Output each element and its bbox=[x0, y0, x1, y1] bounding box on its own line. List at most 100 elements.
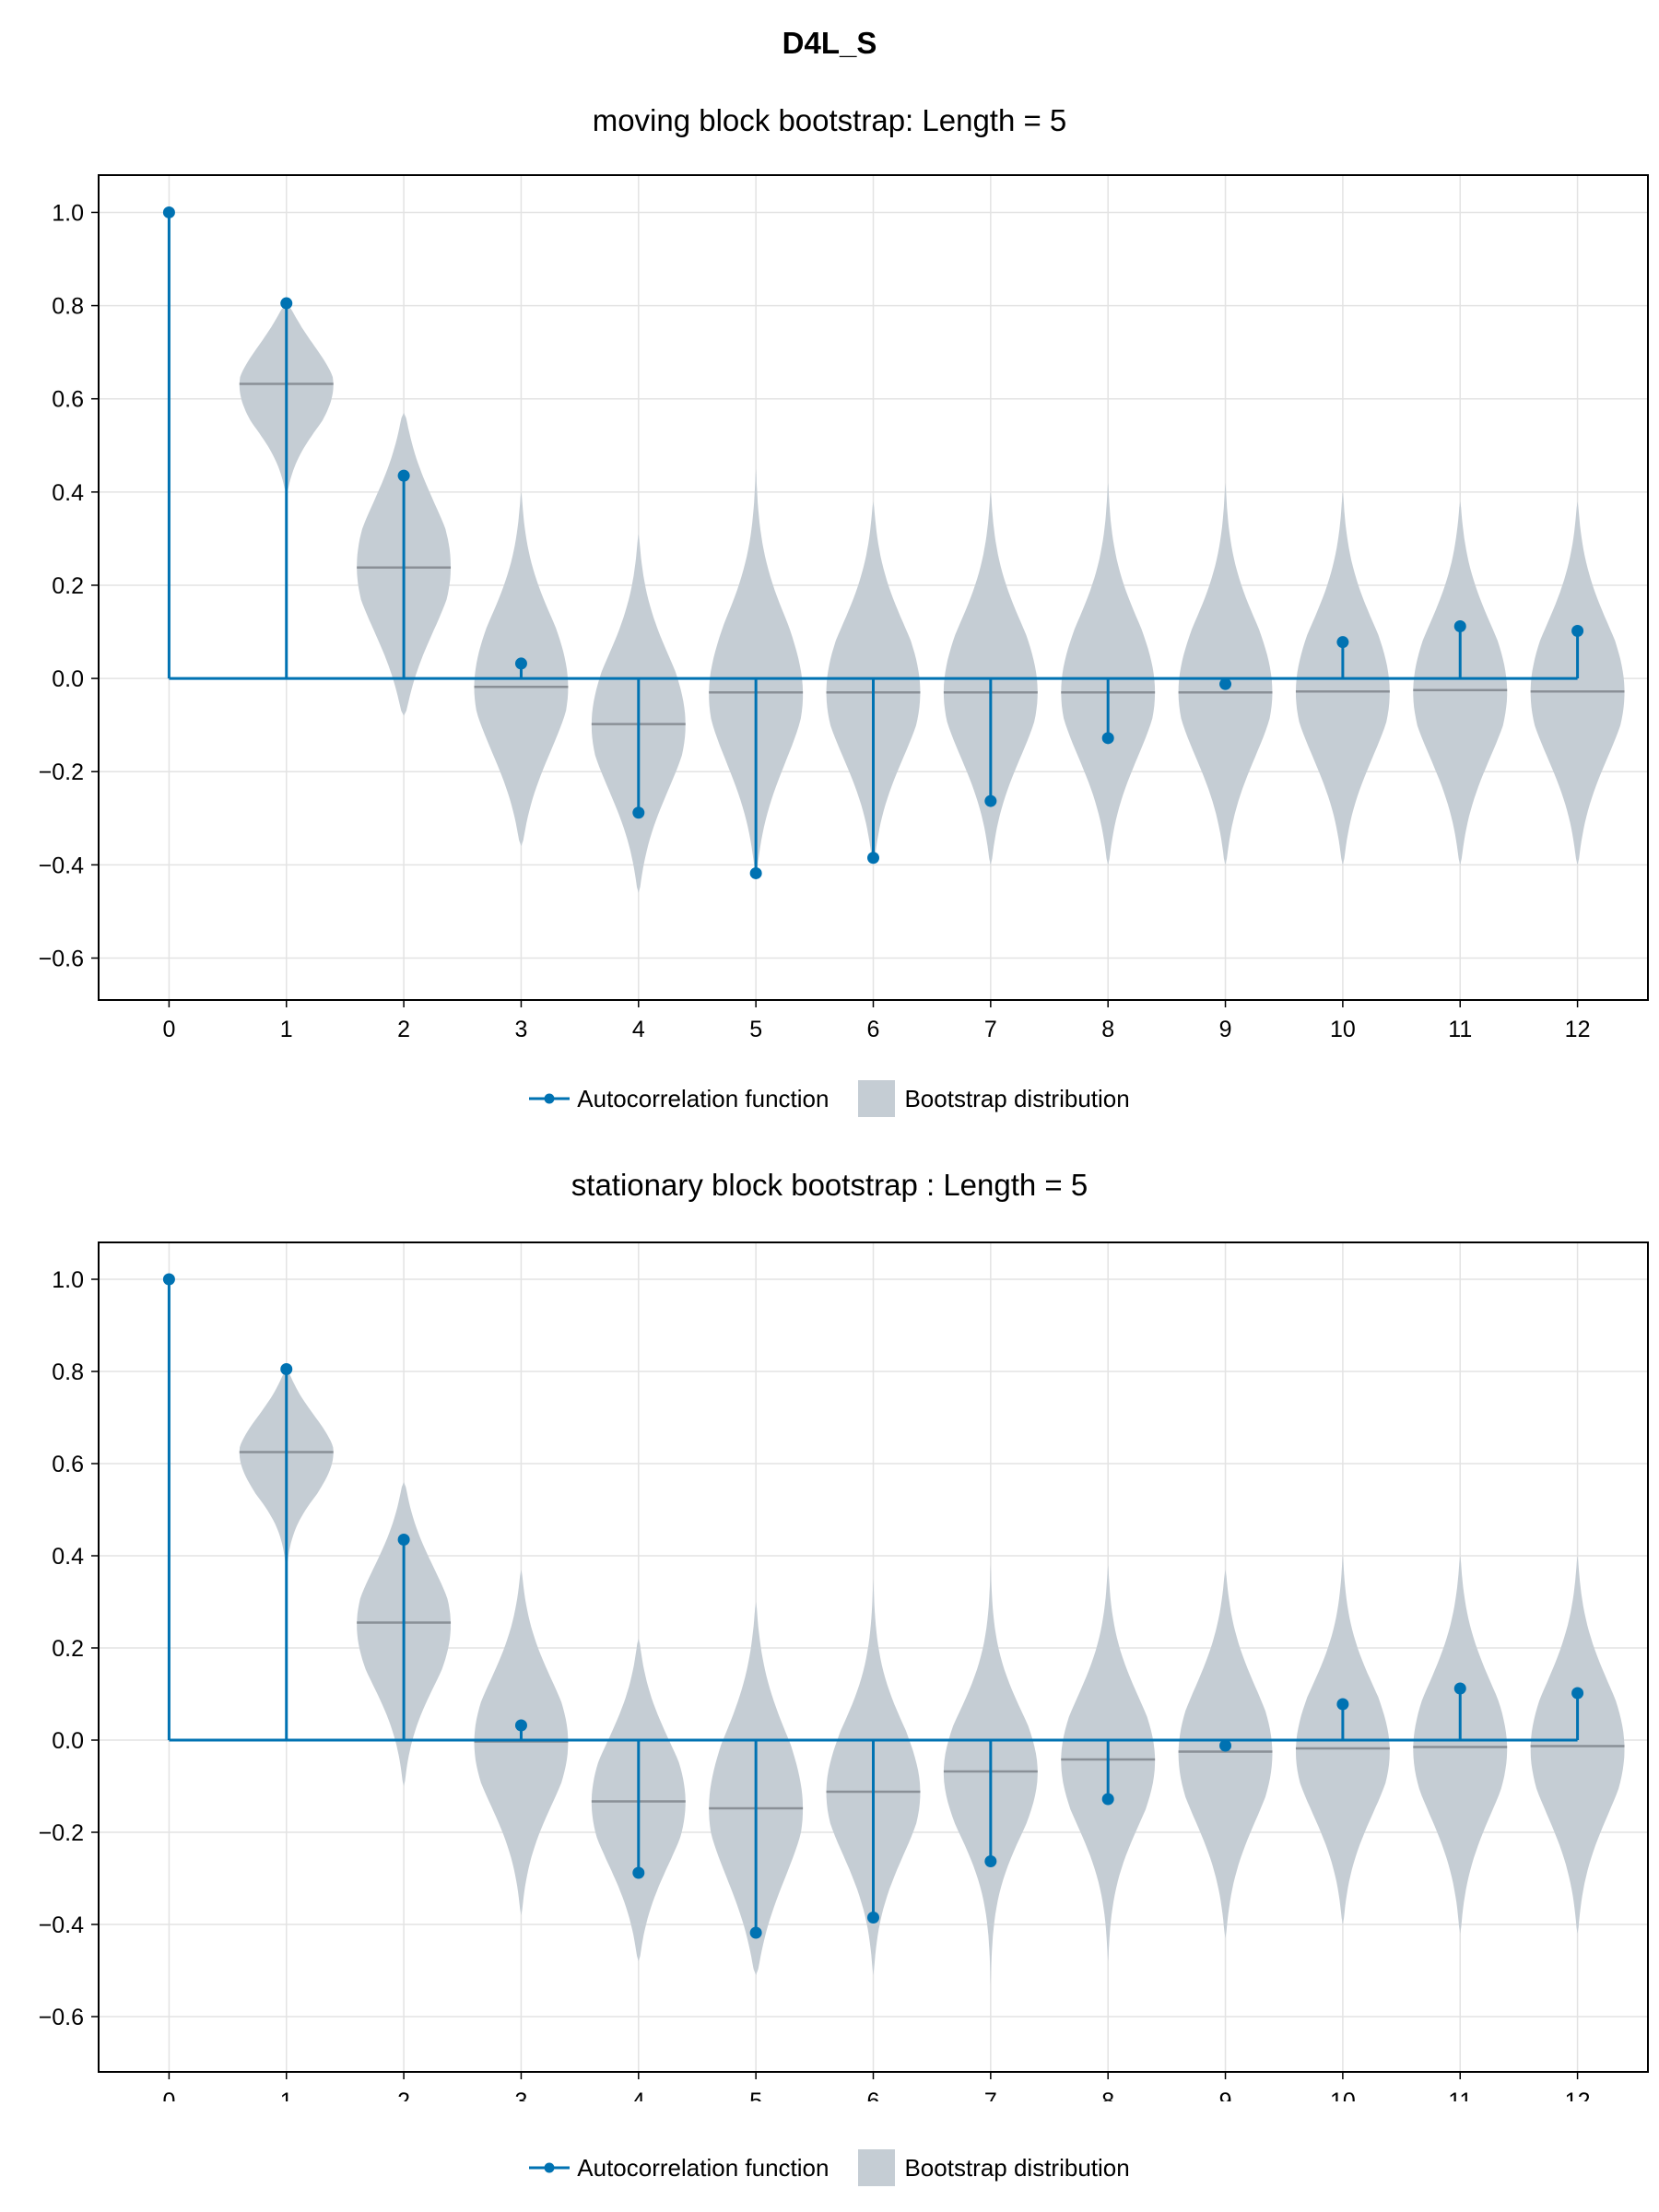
acf-point-lag-3 bbox=[514, 657, 527, 670]
acf-point-lag-4 bbox=[632, 806, 645, 819]
x-tick-label: 10 bbox=[1330, 1017, 1356, 1041]
y-tick-label: 0.6 bbox=[52, 1452, 84, 1477]
y-tick-label: −0.4 bbox=[39, 1912, 84, 1938]
acf-point-lag-0 bbox=[162, 1273, 175, 1286]
legend-bootstrap-label: Bootstrap distribution bbox=[904, 2153, 1130, 2182]
y-tick-label: 0.0 bbox=[52, 1728, 84, 1754]
x-tick-label: 0 bbox=[162, 2088, 175, 2101]
violin-lag-9 bbox=[1178, 482, 1273, 865]
x-tick-label: 1 bbox=[280, 1017, 293, 1041]
acf-series bbox=[162, 206, 1584, 879]
acf-point-lag-6 bbox=[867, 1912, 879, 1924]
violin-lag-5 bbox=[709, 468, 804, 875]
x-tick-label: 11 bbox=[1448, 2088, 1472, 2101]
legend-item-bootstrap: Bootstrap distribution bbox=[858, 1080, 1130, 1117]
acf-point-lag-5 bbox=[749, 1926, 762, 1939]
y-tick-label: −0.4 bbox=[39, 853, 84, 878]
x-tick-label: 5 bbox=[749, 1017, 762, 1041]
x-tick-label: 4 bbox=[632, 1017, 645, 1041]
x-tick-label: 3 bbox=[515, 2088, 528, 2101]
x-tick-label: 5 bbox=[749, 2088, 762, 2101]
figure-title: D4L_S bbox=[782, 26, 877, 60]
x-tick-label: 12 bbox=[1565, 1017, 1591, 1041]
violin-lag-9 bbox=[1178, 1570, 1273, 1938]
y-tick-label: 0.6 bbox=[52, 387, 84, 413]
x-tick-label: 7 bbox=[984, 1017, 997, 1041]
violin-lag-12 bbox=[1530, 501, 1625, 865]
acf-series bbox=[162, 1273, 1584, 1939]
legend-acf-label: Autocorrelation function bbox=[577, 1084, 830, 1112]
y-tick-label: 0.8 bbox=[52, 294, 84, 320]
legend-item-bootstrap: Bootstrap distribution bbox=[858, 2149, 1130, 2186]
x-tick-label: 8 bbox=[1101, 1017, 1114, 1041]
legend-acf-swatch bbox=[529, 1093, 571, 1104]
legend-acf-label: Autocorrelation function bbox=[577, 2153, 830, 2182]
acf-point-lag-6 bbox=[867, 852, 879, 865]
acf-point-lag-8 bbox=[1101, 1793, 1114, 1806]
x-tick-label: 8 bbox=[1101, 2088, 1114, 2101]
legend-item-acf: Autocorrelation function bbox=[529, 1085, 829, 1113]
acf-point-lag-12 bbox=[1571, 1687, 1584, 1700]
acf-point-lag-5 bbox=[749, 866, 762, 879]
acf-point-lag-0 bbox=[162, 206, 175, 218]
y-tick-label: 0.8 bbox=[52, 1359, 84, 1385]
x-tick-label: 9 bbox=[1219, 2088, 1232, 2101]
y-tick-label: −0.6 bbox=[39, 946, 84, 971]
x-tick-label: 0 bbox=[162, 1017, 175, 1041]
y-tick-label: 0.2 bbox=[52, 573, 84, 599]
x-tick-label: 12 bbox=[1565, 2088, 1591, 2101]
axis-ticks: 0 1 2 3 4 5 6 7 8 9 10 11 12−0.6−0.4−0.20.00.20.40.6… bbox=[39, 200, 1591, 1041]
y-tick-label: 0.0 bbox=[52, 666, 84, 692]
x-tick-label: 10 bbox=[1330, 2088, 1356, 2101]
acf-point-lag-8 bbox=[1101, 732, 1114, 745]
y-tick-label: 1.0 bbox=[52, 1267, 84, 1293]
x-tick-label: 4 bbox=[632, 2088, 645, 2101]
axis-ticks: 0 1 2 3 4 5 6 7 8 9 10 11 12−0.6−0.4−0.20.00.20.40.6… bbox=[39, 1267, 1591, 2101]
violin-lag-8 bbox=[1061, 482, 1156, 865]
chart-stationary-block: 0 1 2 3 4 5 6 7 8 9 10 11 12−0.6−0.4−0.20.00.20.40.6… bbox=[39, 1241, 1649, 2101]
plot-title-moving: moving block bootstrap: Length = 5 bbox=[592, 103, 1067, 137]
y-tick-label: 0.4 bbox=[52, 1544, 84, 1570]
legend-item-acf: Autocorrelation function bbox=[529, 2154, 829, 2183]
legend-bootstrap-label: Bootstrap distribution bbox=[904, 1084, 1130, 1112]
acf-point-lag-4 bbox=[632, 1866, 645, 1879]
y-tick-label: −0.2 bbox=[39, 1820, 84, 1846]
x-tick-label: 3 bbox=[515, 1017, 528, 1041]
x-tick-label: 11 bbox=[1448, 1017, 1472, 1041]
violin-lag-12 bbox=[1530, 1556, 1625, 1934]
acf-point-lag-9 bbox=[1219, 677, 1232, 690]
x-tick-label: 9 bbox=[1219, 1017, 1232, 1041]
acf-point-lag-12 bbox=[1571, 625, 1584, 638]
legend-acf-swatch bbox=[529, 2162, 571, 2173]
y-tick-label: −0.6 bbox=[39, 2005, 84, 2030]
y-tick-label: 0.2 bbox=[52, 1636, 84, 1662]
legend-bootstrap-swatch bbox=[858, 2149, 896, 2186]
acf-point-lag-2 bbox=[397, 1534, 410, 1546]
acf-point-lag-2 bbox=[397, 469, 410, 482]
y-tick-label: −0.2 bbox=[39, 759, 84, 785]
legend-bootstrap-swatch bbox=[858, 1080, 896, 1117]
acf-point-lag-11 bbox=[1453, 1682, 1466, 1695]
x-tick-label: 7 bbox=[984, 2088, 997, 2101]
x-tick-label: 6 bbox=[867, 1017, 880, 1041]
x-tick-label: 6 bbox=[867, 2088, 880, 2101]
x-tick-label: 2 bbox=[397, 2088, 410, 2101]
legend-moving: Autocorrelation function Bootstrap distr… bbox=[0, 1080, 1659, 1117]
acf-point-lag-3 bbox=[514, 1719, 527, 1732]
legend-stationary: Autocorrelation function Bootstrap distr… bbox=[0, 2149, 1659, 2186]
acf-point-lag-11 bbox=[1453, 619, 1466, 632]
violin-lag-11 bbox=[1413, 501, 1508, 865]
acf-point-lag-9 bbox=[1219, 1739, 1232, 1752]
y-tick-label: 1.0 bbox=[52, 200, 84, 226]
acf-point-lag-10 bbox=[1336, 1698, 1349, 1711]
x-tick-label: 1 bbox=[280, 2088, 293, 2101]
acf-point-lag-1 bbox=[280, 1363, 293, 1375]
acf-point-lag-7 bbox=[984, 794, 997, 807]
acf-point-lag-7 bbox=[984, 1855, 997, 1867]
acf-point-lag-10 bbox=[1336, 636, 1349, 649]
acf-point-lag-1 bbox=[280, 297, 293, 310]
plot-title-stationary: stationary block bootstrap : Length = 5 bbox=[571, 1168, 1088, 1202]
chart-moving-block: 0 1 2 3 4 5 6 7 8 9 10 11 12−0.6−0.4−0.20.00.20.40.6… bbox=[39, 174, 1649, 1041]
violin-lag-11 bbox=[1413, 1556, 1508, 1934]
